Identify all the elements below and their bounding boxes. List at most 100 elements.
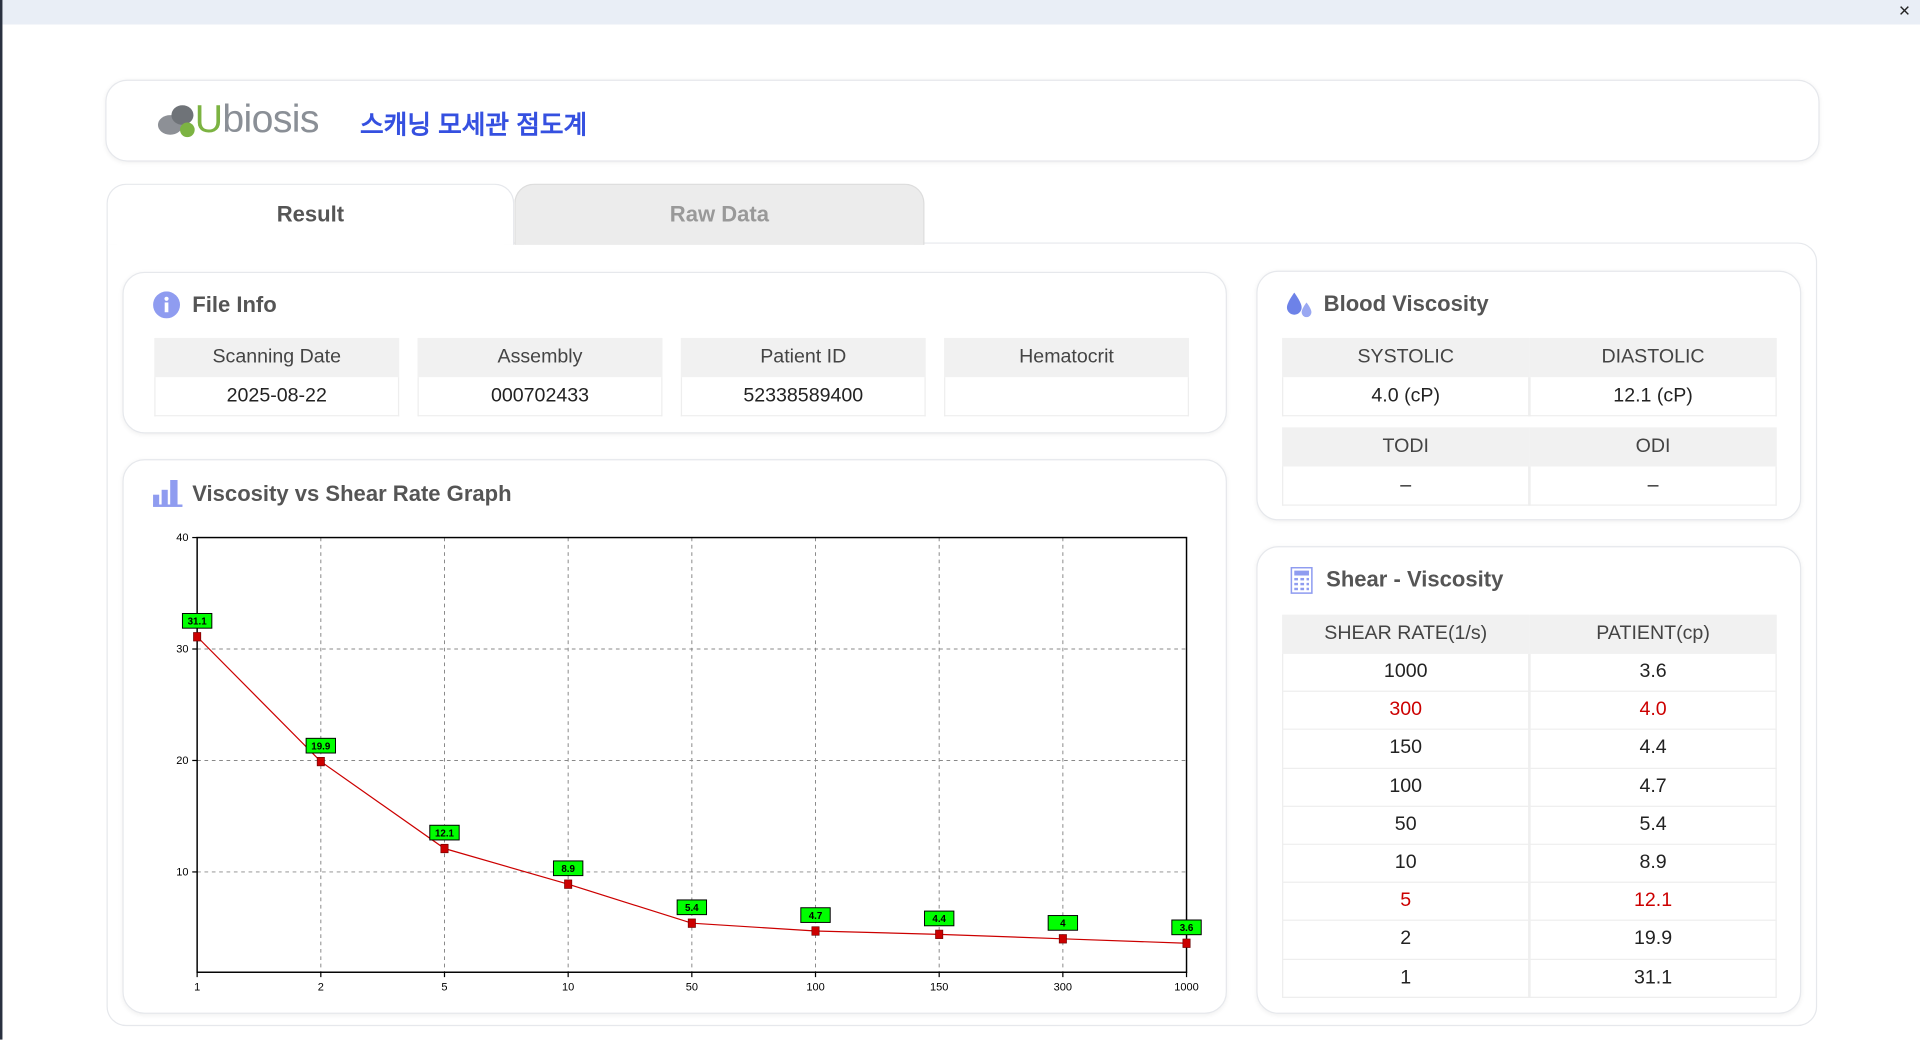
x-tick-label: 2 — [318, 982, 324, 994]
card-title: Viscosity vs Shear Rate Graph — [192, 481, 512, 506]
tab-raw-data[interactable]: Raw Data — [514, 183, 925, 245]
y-tick-label: 30 — [176, 644, 188, 656]
graph-card: Viscosity vs Shear Rate Graph 10 20 30 40 1 2… — [122, 459, 1227, 1014]
table-cell: 2025-08-22 — [154, 377, 400, 417]
point — [687, 918, 696, 928]
value-label-box — [305, 737, 337, 754]
point — [935, 929, 944, 939]
table-cell: 19.9 — [1529, 921, 1777, 960]
x-tick-label: 5 — [441, 982, 447, 994]
table-header: ODI — [1529, 427, 1777, 467]
x-tick-label: 10 — [562, 982, 574, 994]
x-tick-label: 1 — [194, 982, 200, 994]
drop-icon — [1286, 292, 1312, 318]
y-tick-label: 10 — [176, 867, 188, 879]
table-cell: 31.1 — [1529, 959, 1777, 998]
value-label: 8.9 — [561, 864, 575, 875]
table-header: Patient ID — [680, 337, 926, 378]
tab-result[interactable]: Result — [106, 183, 515, 245]
value-label-box — [924, 910, 955, 927]
table-cell: 52338589400 — [680, 377, 926, 417]
x-tick-label: 100 — [806, 982, 824, 994]
x-tick-label: 50 — [686, 982, 698, 994]
table-header: TODI — [1282, 427, 1530, 467]
point — [440, 843, 449, 854]
value-label-box — [800, 907, 831, 923]
value-label-box — [552, 860, 584, 877]
table-header: Assembly — [417, 337, 663, 378]
card-title: Blood Viscosity — [1323, 291, 1489, 316]
table-cell: 12.1 — [1529, 883, 1777, 922]
value-label-box — [1171, 919, 1202, 936]
point — [316, 756, 325, 767]
table-header: SHEAR RATE(1/s) — [1282, 614, 1530, 654]
calc-icon — [1290, 566, 1313, 594]
table-cell: 3.6 — [1529, 653, 1777, 693]
shear-viscosity-card: Shear - Viscosity SHEAR RATE(1/s) PATIENT… — [1256, 546, 1802, 1014]
table-cell — [944, 377, 1189, 417]
value-label: 4.7 — [809, 911, 823, 922]
logo-icon — [157, 105, 195, 138]
value-label: 5.4 — [685, 903, 699, 914]
table-header: SYSTOLIC — [1282, 337, 1530, 378]
table-cell: 1 — [1282, 959, 1530, 998]
value-label: 12.1 — [435, 828, 455, 839]
value-label-box — [181, 612, 213, 629]
card-title: File Info — [192, 292, 277, 318]
app-title: 스캐닝 모세관 점도계 — [360, 111, 588, 140]
table-cell: 50 — [1282, 806, 1530, 845]
content-panel — [106, 242, 1818, 1027]
table-cell: 150 — [1282, 730, 1530, 769]
table-cell: 5 — [1282, 883, 1530, 922]
table-cell: 8.9 — [1529, 844, 1777, 884]
point — [564, 879, 573, 889]
y-tick-label: 20 — [176, 755, 188, 767]
x-tick-label: 300 — [1054, 982, 1072, 994]
file-info-card: File Info Scanning Date 2025-08-22 Assembl… — [122, 271, 1227, 434]
table-cell: 2 — [1282, 921, 1530, 960]
blood-viscosity-card: Blood Viscosity SYSTOLIC 4.0 (cP) TODI – DIA… — [1256, 270, 1802, 521]
table-cell: 5.4 — [1529, 806, 1777, 845]
graph-icon — [153, 480, 183, 507]
y-tick-label: 40 — [176, 532, 188, 544]
plot-frame — [196, 536, 1188, 973]
value-label-box — [429, 824, 460, 841]
title-bar — [2, 0, 1920, 25]
logo: Ubiosis — [194, 96, 320, 141]
value-label-box — [676, 899, 708, 916]
x-tick-label: 150 — [930, 982, 948, 994]
card-title: Shear - Viscosity — [1326, 566, 1504, 592]
header-card: Ubiosis 스캐닝 모세관 점도계 — [105, 79, 1820, 162]
value-label-box — [1047, 915, 1079, 931]
table-cell: 4.0 (cP) — [1282, 377, 1530, 417]
info-icon — [153, 291, 181, 319]
table-cell: 1000 — [1282, 653, 1530, 693]
point — [193, 632, 202, 642]
point — [1182, 938, 1191, 948]
table-cell: 100 — [1282, 768, 1530, 807]
value-label: 3.6 — [1180, 923, 1194, 934]
table-cell: 4.7 — [1529, 768, 1777, 807]
table-header: Hematocrit — [944, 337, 1189, 378]
value-label: 4.4 — [932, 914, 946, 925]
close-button[interactable]: × — [1898, 1, 1911, 23]
table-header: DIASTOLIC — [1529, 337, 1777, 378]
value-label: 19.9 — [311, 741, 331, 752]
table-cell: 4.0 — [1529, 692, 1777, 731]
table-cell: – — [1282, 466, 1530, 506]
table-cell: 300 — [1282, 692, 1530, 731]
value-label: 31.1 — [188, 617, 208, 628]
table-cell: 000702433 — [417, 377, 663, 417]
x-tick-label: 1000 — [1174, 982, 1199, 994]
table-cell: 12.1 (cP) — [1529, 377, 1777, 417]
table-cell: – — [1529, 466, 1777, 506]
chart: 10 20 30 40 1 2 5 10 50 100 150 300 1000 31.1 19.9 12.1… — [176, 532, 1202, 994]
table-header: Scanning Date — [154, 337, 400, 378]
point — [1058, 934, 1067, 944]
table-header: PATIENT(cp) — [1529, 614, 1777, 654]
table-cell: 4.4 — [1529, 730, 1777, 769]
value-label: 4 — [1060, 919, 1066, 930]
table-cell: 10 — [1282, 844, 1530, 884]
